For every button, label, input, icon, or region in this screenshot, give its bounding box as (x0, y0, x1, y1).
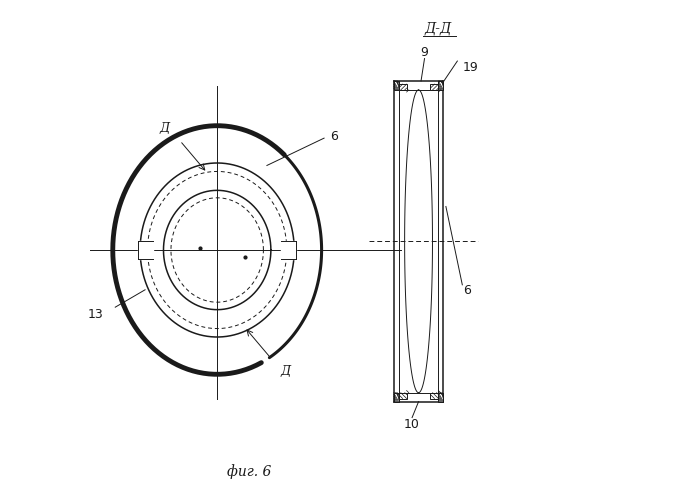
Text: 6: 6 (330, 130, 338, 143)
Text: 10: 10 (404, 418, 420, 430)
Text: 13: 13 (87, 308, 103, 321)
Text: 19: 19 (462, 60, 478, 74)
Text: 6: 6 (463, 284, 471, 298)
Polygon shape (439, 392, 443, 402)
Polygon shape (399, 392, 407, 398)
Text: 9: 9 (420, 46, 428, 59)
Polygon shape (399, 84, 407, 90)
Text: фиг. 6: фиг. 6 (227, 464, 272, 478)
Bar (281, 240, 296, 260)
Polygon shape (394, 81, 399, 90)
Text: Д-Д: Д-Д (425, 22, 452, 36)
Polygon shape (439, 81, 443, 90)
Text: Д: Д (281, 366, 291, 378)
Polygon shape (394, 392, 399, 402)
Polygon shape (431, 84, 439, 90)
Polygon shape (431, 392, 439, 398)
Bar (138, 240, 153, 260)
Text: Д: Д (160, 122, 170, 134)
